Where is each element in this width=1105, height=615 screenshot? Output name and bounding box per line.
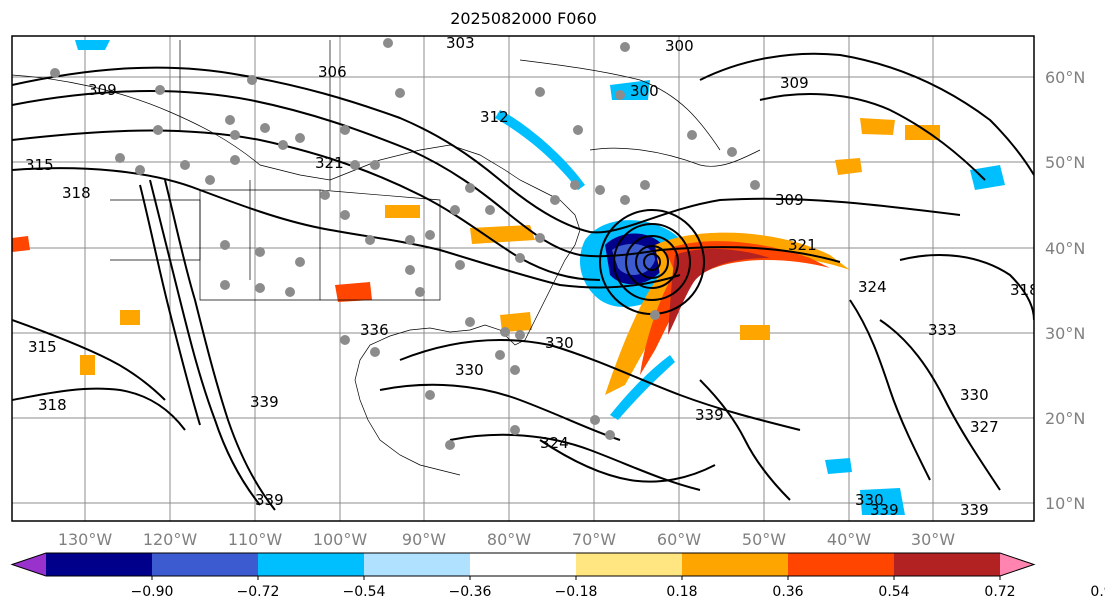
latitude-labels: 60°N 50°N 40°N 30°N 20°N 10°N (1045, 68, 1085, 513)
colorbar-tick-label: −0.72 (237, 584, 280, 600)
contour-label: 336 (360, 321, 389, 339)
contour-label: 321 (315, 154, 344, 172)
contour-lines (12, 52, 1034, 511)
longitude-label: 110°W (228, 530, 283, 549)
contour-label: 339 (695, 406, 724, 424)
contour-label: 306 (318, 63, 347, 81)
contour-label: 309 (780, 74, 809, 92)
colorbar-tick-label: 0.36 (772, 584, 803, 600)
latitude-label: 30°N (1045, 324, 1085, 343)
colorbar-tick-label: −0.90 (131, 584, 174, 600)
colorbar-segment (46, 553, 153, 576)
shading-orange-13 (500, 312, 532, 332)
longitude-label: 60°W (657, 530, 701, 549)
shading-orange-10 (80, 355, 95, 375)
longitude-label: 30°W (911, 530, 955, 549)
longitude-label: 70°W (572, 530, 616, 549)
map-plot-area: 306 303 300 300 309 312 315 318 309 321 … (11, 34, 1039, 522)
contour-label: 327 (970, 418, 999, 436)
colorbar-segment (894, 553, 1001, 576)
latitude-label: 40°N (1045, 239, 1085, 258)
shading-orange-9 (12, 236, 30, 252)
contour-label: 324 (858, 278, 887, 296)
shading-orange-15 (905, 125, 940, 140)
colorbar-outline (10, 552, 1036, 577)
shading-orange-1 (385, 205, 420, 218)
contour-label: 300 (665, 37, 694, 55)
contour-label: 330 (960, 386, 989, 404)
shading-orange-3 (335, 282, 372, 302)
contour-label: 309 (88, 81, 117, 99)
coastlines (12, 40, 761, 476)
colorbar-extend-high (1000, 553, 1034, 576)
colorbar-segment (682, 553, 789, 576)
shading-blue-14 (825, 458, 852, 474)
latitude-label: 60°N (1045, 68, 1085, 87)
contour-label: 321 (788, 236, 817, 254)
longitude-label: 100°W (313, 530, 368, 549)
colorbar-segment (576, 553, 683, 576)
contour-label: 318 (62, 184, 91, 202)
contour-label: 339 (255, 491, 284, 509)
colorbar-segment (470, 553, 577, 576)
shading-orange-2 (470, 225, 535, 244)
contour-label: 318 (1010, 281, 1039, 299)
contour-labels: 306 303 300 300 309 312 315 318 309 321 … (25, 34, 1039, 519)
shading-orange-12 (740, 325, 770, 340)
contour-label: 300 (630, 82, 659, 100)
contour-label: 315 (25, 156, 54, 174)
shading-blue-7 (75, 40, 110, 50)
map-title: 2025082000 F060 (450, 9, 597, 28)
shading-blue-6 (970, 165, 1005, 190)
colorbar-segment (364, 553, 471, 576)
contour-label: 318 (38, 396, 67, 414)
contour-label: 309 (775, 191, 804, 209)
contour-label: 324 (540, 434, 569, 452)
longitude-labels: 130°W 120°W 110°W 100°W 90°W 80°W 70°W 60°W 50°W… (58, 530, 955, 549)
contour-label: 303 (446, 34, 475, 52)
colorbar: −0.90 −0.72 −0.54 −0.36 −0.18 0.18 0.36 0.54 0.7… (10, 552, 1105, 600)
colorbar-tick-label: −0.54 (343, 584, 386, 600)
longitude-label: 80°W (487, 530, 531, 549)
shading-blue-streak (495, 110, 585, 190)
latitude-label: 50°N (1045, 153, 1085, 172)
shading-darkred-arc (668, 248, 770, 335)
shading-orange-4 (835, 158, 862, 175)
longitude-label: 90°W (402, 530, 446, 549)
longitude-label: 50°W (742, 530, 786, 549)
latitude-label: 20°N (1045, 409, 1085, 428)
longitude-label: 40°W (827, 530, 871, 549)
shading-orange-5 (860, 118, 895, 135)
colorbar-tick-label: −0.18 (555, 584, 598, 600)
contour-label: 339 (960, 501, 989, 519)
shading-blue-tail (610, 355, 675, 420)
shading-blue-11 (860, 488, 905, 515)
map-frame (11, 35, 1035, 522)
colorbar-tick-label: −0.36 (449, 584, 492, 600)
colorbar-segment (788, 553, 895, 576)
shading-warm-arc (605, 232, 850, 395)
contour-label: 330 (455, 361, 484, 379)
contour-label: 312 (480, 108, 509, 126)
contour-label: 315 (28, 338, 57, 356)
longitude-label: 120°W (143, 530, 198, 549)
colorbar-tick-label: 0.18 (666, 584, 697, 600)
colorbar-extend-low (12, 553, 46, 576)
contour-label: 330 (855, 491, 884, 509)
contour-label: 333 (928, 321, 957, 339)
colorbar-segment (152, 553, 259, 576)
contour-label: 339 (870, 501, 899, 519)
station-dots (50, 38, 760, 450)
contour-label: 330 (545, 334, 574, 352)
latitude-label: 10°N (1045, 494, 1085, 513)
colorbar-tick-label: 0.90 (1090, 584, 1105, 600)
contour-label: 339 (250, 393, 279, 411)
colorbar-tick-label: 0.72 (984, 584, 1015, 600)
colorbar-segment (258, 553, 365, 576)
shading-orange-16 (120, 310, 140, 325)
longitude-label: 130°W (58, 530, 113, 549)
colorbar-tick-label: 0.54 (878, 584, 909, 600)
